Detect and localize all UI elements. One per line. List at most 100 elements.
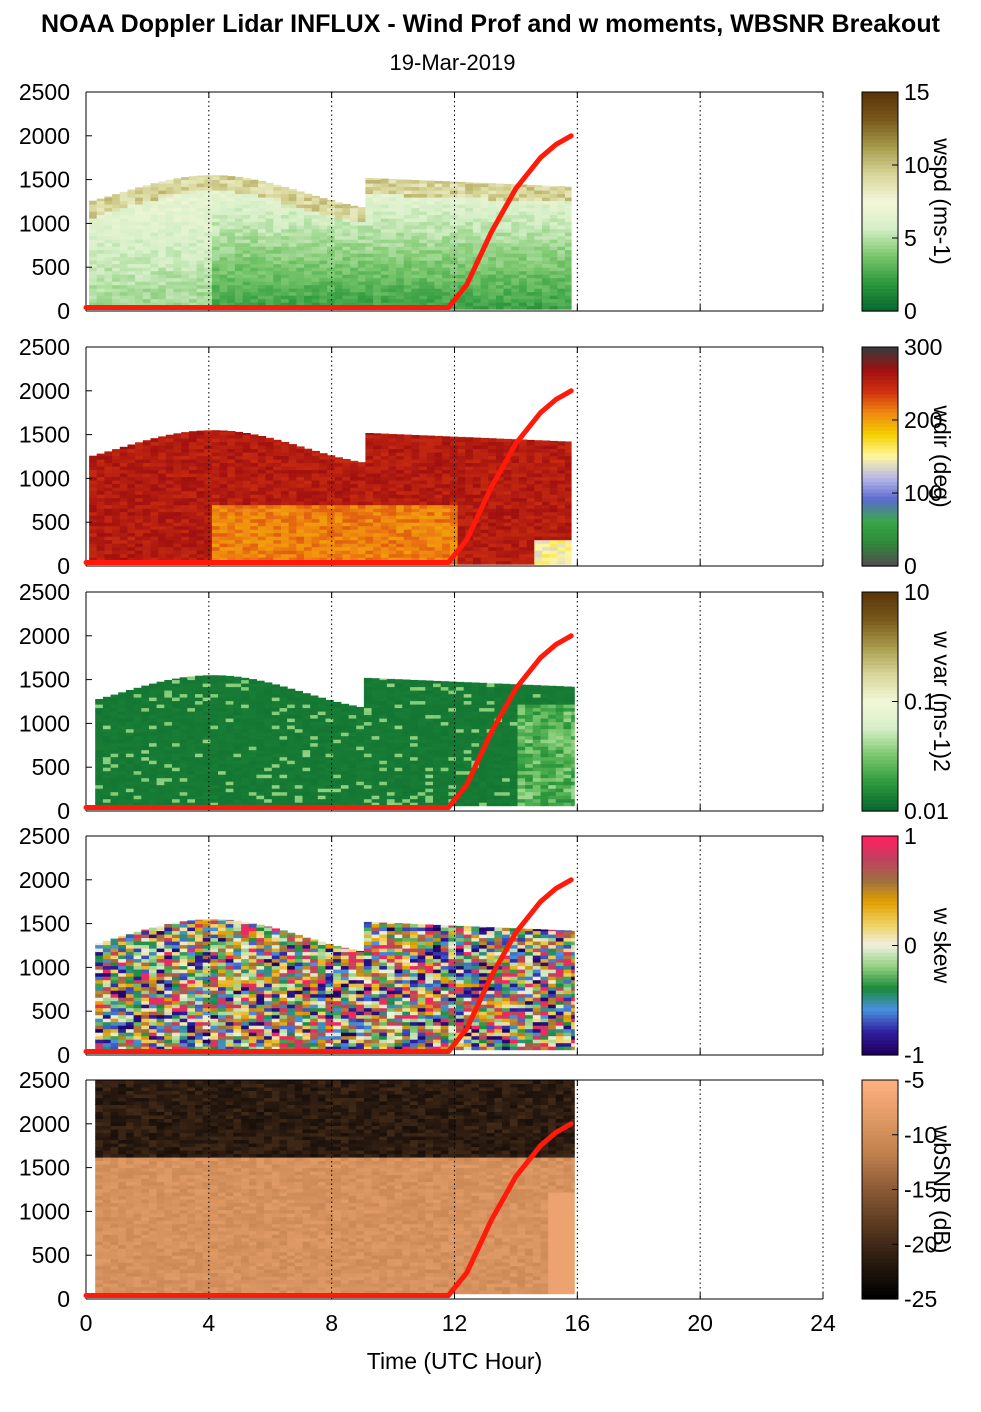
heatmap-cell [519,284,528,289]
heatmap-cell [125,693,135,698]
heatmap-cell [188,459,198,464]
heatmap-cell [519,291,528,296]
heatmap-cell [549,270,558,275]
heatmap-cell [118,739,127,744]
heatmap-cell [127,501,136,506]
heatmap-cell [403,550,412,555]
heatmap-cell [457,508,466,513]
heatmap-cell [219,284,228,289]
heatmap-cell [127,295,136,300]
heatmap-cell [196,529,205,534]
heatmap-cell [549,473,558,478]
heatmap-cell [89,302,98,307]
heatmap-cell [465,221,474,226]
heatmap-cell [288,497,297,502]
heatmap-cell [150,550,159,555]
heatmap-cell [457,253,466,258]
heatmap-cell [204,281,213,286]
heatmap-cell [411,225,420,230]
heatmap-cell [181,256,190,261]
heatmap-cell [158,441,167,446]
heatmap-cell [403,291,412,296]
heatmap-cell [181,218,190,223]
heatmap-cell [480,452,489,457]
heatmap-cell [565,193,572,198]
heatmap-cell [365,274,374,279]
heatmap-cell [281,557,290,562]
heatmap-cell [196,438,205,443]
heatmap-cell [557,249,566,254]
heatmap-cell [104,221,113,226]
heatmap-cell [119,473,128,478]
heatmap-cell [357,546,366,551]
heatmap-cell [273,490,282,495]
heatmap-cell [150,183,159,188]
heatmap-cell [135,228,144,233]
heatmap-cell [434,270,443,275]
heatmap-cell [89,288,98,293]
heatmap-cell [511,295,520,300]
heatmap-cell [449,452,459,457]
heatmap-cell [133,742,142,747]
heatmap-cell [365,256,374,261]
heatmap-cell [265,267,274,272]
heatmap-cell [158,225,167,230]
heatmap-cell [557,445,566,450]
heatmap-cell [403,239,412,244]
heatmap-cell [196,263,205,268]
heatmap-cell [519,557,528,562]
heatmap-cell [350,518,359,523]
heatmap-cell [426,480,436,485]
heatmap-cell [258,473,267,478]
heatmap-cell [334,536,343,541]
heatmap-cell [265,204,274,209]
heatmap-cell [273,274,282,279]
heatmap-cell [133,714,142,719]
heatmap-cell [403,469,412,474]
heatmap-cell [135,480,144,485]
heatmap-cell [304,546,313,551]
heatmap-cell [104,302,113,307]
heatmap-cell [342,235,351,240]
heatmap-cell [396,193,405,198]
heatmap-cell [227,183,236,188]
heatmap-cell [296,543,305,548]
heatmap-cell [365,249,374,254]
heatmap-cell [265,522,274,527]
heatmap-cell [234,522,244,527]
heatmap-cell [496,553,505,558]
heatmap-cell [188,490,198,495]
heatmap-cell [396,459,405,464]
heatmap-cell [557,473,566,478]
heatmap-cell [380,178,389,181]
heatmap-cell [112,508,121,513]
heatmap-cell [119,214,128,219]
heatmap-cell [142,242,151,247]
heatmap-cell [304,487,313,492]
heatmap-cell [542,529,551,534]
heatmap-cell [327,473,336,478]
heatmap-cell [119,469,128,474]
heatmap-cell [135,204,144,209]
heatmap-cell [304,543,313,548]
heatmap-cell [565,228,572,233]
heatmap-cell [296,452,305,457]
heatmap-cell [158,298,167,303]
heatmap-cell [250,448,259,453]
heatmap-cell [142,207,151,212]
heatmap-cell [118,692,127,695]
heatmap-cell [181,532,190,537]
heatmap-cell [565,235,572,240]
heatmap-cell [342,274,351,279]
heatmap-cell [557,281,566,286]
heatmap-cell [158,483,167,488]
heatmap-cell [403,553,412,558]
heatmap-cell [104,253,113,258]
heatmap-cell [426,511,436,516]
heatmap-cell [288,494,297,499]
heatmap-cell [165,235,174,240]
heatmap-cell [557,225,566,230]
heatmap-cell [311,518,320,523]
heatmap-cell [181,177,190,181]
